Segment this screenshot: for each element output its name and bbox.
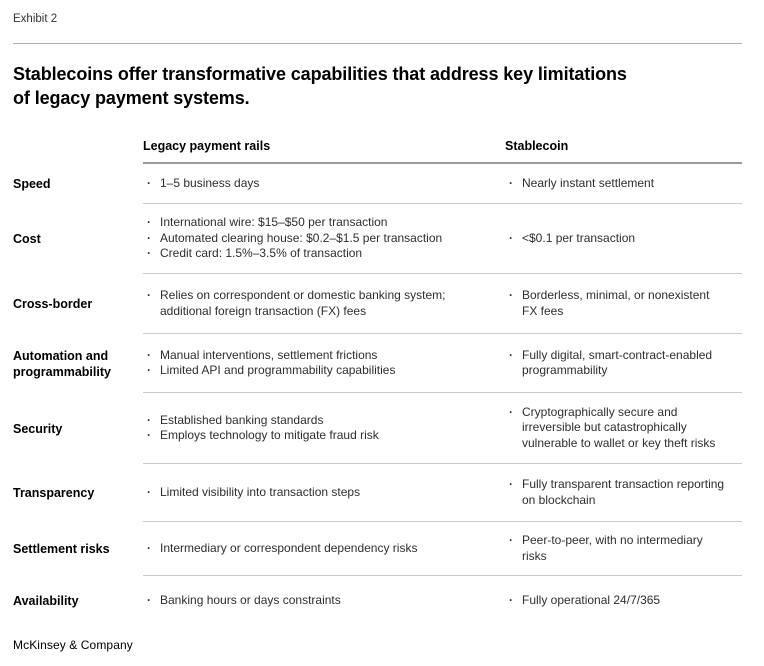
row-label: Settlement risks	[13, 542, 110, 556]
row-content: 1–5 business days Nearly instant settlem…	[143, 164, 742, 204]
bullet-item: Fully transparent transaction reporting …	[505, 477, 742, 508]
bullet-item: Established banking standards	[143, 413, 481, 429]
table-row: Cross-border Relies on correspondent or …	[13, 274, 742, 334]
row-label: Automation and programmability	[13, 348, 111, 379]
row-label: Transparency	[13, 486, 95, 500]
stablecoin-cell: Fully digital, smart-contract-enabled pr…	[505, 348, 742, 379]
legacy-cell: Intermediary or correspondent dependency…	[143, 541, 505, 557]
row-label: Cost	[13, 232, 41, 246]
table-row: Availability Banking hours or days const…	[13, 576, 742, 626]
bullet-item: Employs technology to mitigate fraud ris…	[143, 428, 481, 444]
row-content: Banking hours or days constraints Fully …	[143, 576, 742, 626]
stablecoin-cell: Borderless, minimal, or nonexistent FX f…	[505, 288, 742, 319]
bullet-item: Nearly instant settlement	[505, 176, 742, 192]
bullet-item: Intermediary or correspondent dependency…	[143, 541, 481, 557]
bullet-item: Manual interventions, settlement frictio…	[143, 348, 481, 364]
table-row: Cost International wire: $15–$50 per tra…	[13, 204, 742, 274]
row-label: Cross-border	[13, 297, 93, 311]
column-header-stablecoin: Stablecoin	[505, 139, 569, 153]
exhibit-label: Exhibit 2	[13, 13, 58, 25]
row-content: Intermediary or correspondent dependency…	[143, 522, 742, 576]
page-title-line1: Stablecoins offer transformative capabil…	[13, 64, 627, 84]
legacy-cell: Established banking standardsEmploys tec…	[143, 413, 505, 444]
row-content: Established banking standardsEmploys tec…	[143, 393, 742, 464]
legacy-cell: Manual interventions, settlement frictio…	[143, 348, 505, 379]
bullet-item: Fully operational 24/7/365	[505, 593, 742, 609]
row-label: Availability	[13, 594, 79, 608]
bullet-item: Limited API and programmability capabili…	[143, 363, 481, 379]
row-content: Manual interventions, settlement frictio…	[143, 334, 742, 393]
table-row: Settlement risks Intermediary or corresp…	[13, 522, 742, 576]
column-header-legacy: Legacy payment rails	[143, 139, 271, 153]
bullet-item: Relies on correspondent or domestic bank…	[143, 288, 481, 319]
stablecoin-cell: Fully operational 24/7/365	[505, 593, 742, 609]
bullet-item: International wire: $15–$50 per transact…	[143, 215, 481, 231]
row-label: Security	[13, 421, 63, 436]
table-row: Automation and programmability Manual in…	[13, 334, 742, 393]
bullet-item: 1–5 business days	[143, 176, 481, 192]
row-content: Relies on correspondent or domestic bank…	[143, 274, 742, 334]
row-content: Limited visibility into transaction step…	[143, 464, 742, 522]
bullet-item: Banking hours or days constraints	[143, 593, 481, 609]
page-title-line2: of legacy payment systems.	[13, 87, 250, 108]
stablecoin-cell: <$0.1 per transaction	[505, 231, 742, 247]
bullet-item: Fully digital, smart-contract-enabled pr…	[505, 348, 742, 379]
stablecoin-cell: Cryptographically secure and irreversibl…	[505, 405, 742, 452]
table-row: Transparency Limited visibility into tra…	[13, 464, 742, 522]
legacy-cell: 1–5 business days	[143, 176, 505, 192]
mckinsey-wordmark: McKinsey & Company	[13, 638, 133, 652]
bullet-item: Limited visibility into transaction step…	[143, 485, 481, 501]
table-row: Speed 1–5 business days Nearly instant s…	[13, 164, 742, 204]
row-label: Speed	[13, 177, 51, 191]
header-label-spacer	[13, 137, 143, 164]
stablecoin-cell: Fully transparent transaction reporting …	[505, 477, 742, 508]
bullet-item: Peer-to-peer, with no intermediary risks	[505, 533, 742, 564]
bullet-item: Cryptographically secure and irreversibl…	[505, 405, 742, 452]
bullet-item: <$0.1 per transaction	[505, 231, 742, 247]
table-header-row: Legacy payment rails Stablecoin	[13, 137, 742, 164]
stablecoin-cell: Nearly instant settlement	[505, 176, 742, 192]
top-divider	[13, 43, 742, 44]
legacy-cell: Banking hours or days constraints	[143, 593, 505, 609]
bullet-item: Automated clearing house: $0.2–$1.5 per …	[143, 231, 481, 247]
legacy-cell: International wire: $15–$50 per transact…	[143, 215, 505, 262]
page-title: Stablecoins offer transformative capabil…	[13, 63, 742, 110]
legacy-cell: Relies on correspondent or domestic bank…	[143, 288, 505, 319]
legacy-cell: Limited visibility into transaction step…	[143, 485, 505, 501]
stablecoin-cell: Peer-to-peer, with no intermediary risks	[505, 533, 742, 564]
comparison-table: Legacy payment rails Stablecoin Speed 1–…	[13, 137, 742, 626]
bullet-item: Credit card: 1.5%–3.5% of transaction	[143, 246, 481, 262]
bullet-item: Borderless, minimal, or nonexistent FX f…	[505, 288, 742, 319]
row-content: International wire: $15–$50 per transact…	[143, 204, 742, 274]
header-content: Legacy payment rails Stablecoin	[143, 137, 742, 164]
table-row: Security Established banking standardsEm…	[13, 393, 742, 464]
